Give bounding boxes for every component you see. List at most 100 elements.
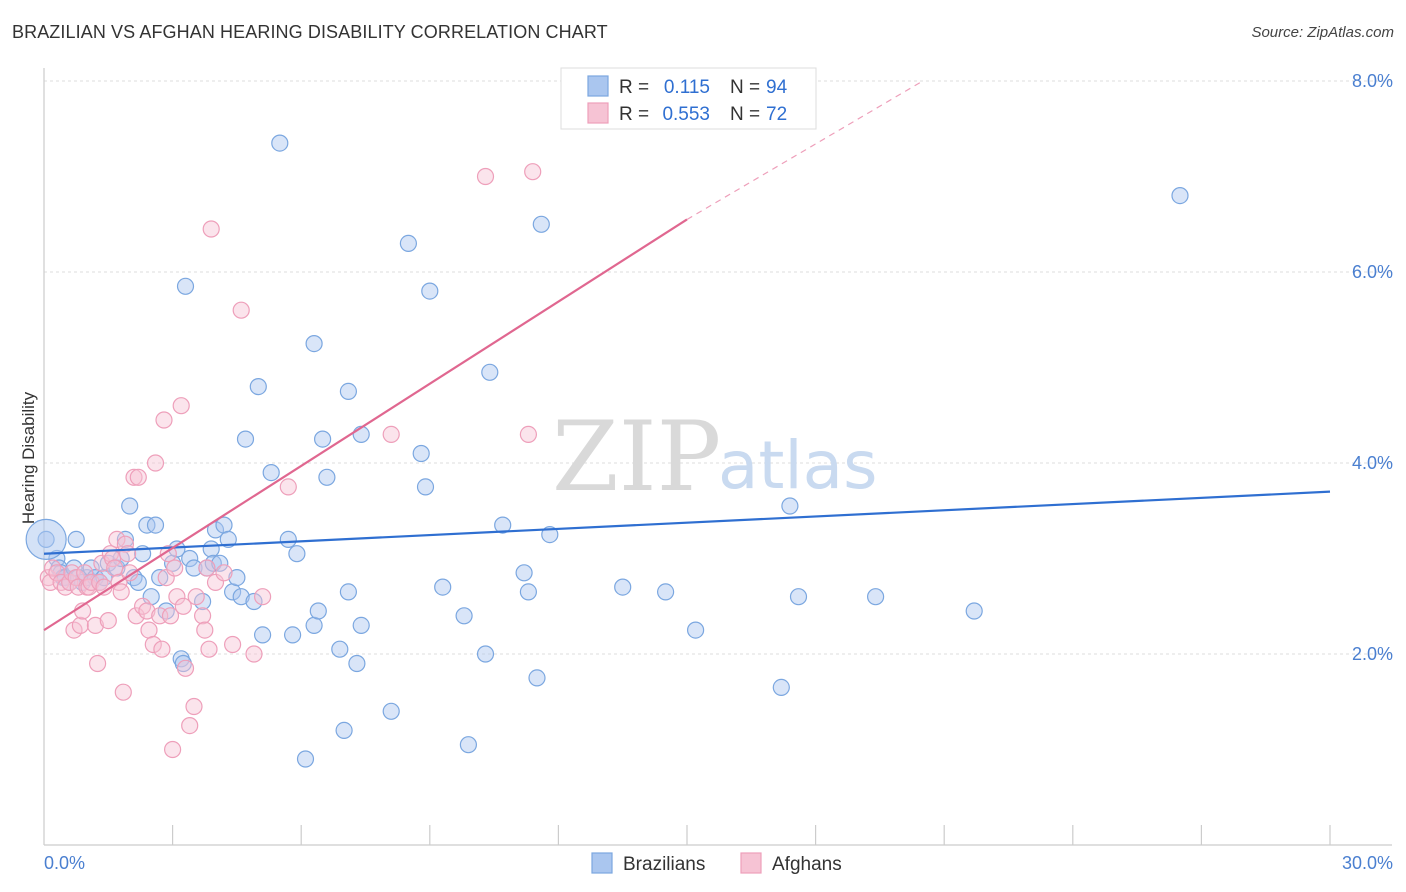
- legend-n-value-2: 72: [766, 104, 787, 125]
- afghan-point: [215, 564, 233, 582]
- brazilian-point: [288, 545, 306, 563]
- afghan-point: [172, 397, 190, 415]
- afghan-point: [118, 545, 137, 563]
- brazilian-point: [352, 616, 370, 635]
- afghan-point: [125, 468, 143, 486]
- afghan-point: [127, 607, 145, 625]
- afghan-point: [144, 635, 162, 654]
- brazilian-point: [185, 559, 203, 577]
- brazilian-point: [121, 497, 139, 515]
- afghan-point: [196, 621, 214, 639]
- afghan-point: [279, 478, 297, 496]
- afghan-point: [106, 559, 124, 577]
- watermark: ZIP atlas: [552, 401, 878, 513]
- afghan-point: [200, 640, 218, 658]
- y-tick-label: 4.0%: [1352, 453, 1393, 473]
- y-axis-label: Hearing Disability: [19, 391, 38, 524]
- watermark-zip: ZIP: [552, 401, 721, 513]
- brazilian-point: [434, 578, 452, 596]
- brazilian-point: [614, 578, 632, 596]
- brazilian-point: [271, 134, 289, 152]
- brazilian-point: [772, 678, 790, 697]
- legend-bottom-swatch-brazilians: [591, 852, 613, 874]
- brazilian-point: [399, 234, 417, 252]
- trend-line-brazilians: [43, 490, 1331, 555]
- afghan-point: [155, 411, 173, 429]
- series-afghans-points: [39, 163, 542, 759]
- brazilian-point: [284, 626, 302, 644]
- legend-bottom-swatch-afghans: [740, 852, 762, 874]
- brazilian-point: [412, 444, 430, 463]
- afghan-point: [114, 683, 132, 701]
- brazilian-point: [318, 468, 336, 486]
- afghan-point: [71, 616, 90, 635]
- afghan-point: [99, 611, 117, 630]
- afghan-point: [166, 559, 184, 577]
- brazilian-point: [348, 654, 366, 673]
- brazilian-point: [382, 702, 400, 720]
- brazilian-point: [515, 564, 533, 582]
- brazilian-point: [866, 588, 885, 606]
- afghan-point: [224, 635, 242, 654]
- brazilian-point: [339, 382, 357, 400]
- series-brazilians-points: [25, 134, 1189, 768]
- afghan-point: [161, 607, 180, 625]
- brazilian-point: [335, 721, 353, 740]
- brazilian-point: [481, 363, 499, 381]
- brazilian-point: [309, 602, 327, 620]
- afghan-point: [86, 616, 105, 635]
- afghan-point: [232, 301, 250, 319]
- afghan-point: [164, 740, 182, 759]
- brazilian-point: [339, 583, 357, 601]
- brazilian-point: [331, 640, 349, 658]
- source-label: Source: ZipAtlas.com: [1251, 24, 1394, 41]
- brazilian-point: [314, 430, 332, 448]
- brazilian-point: [129, 573, 147, 592]
- trend-line-afghans-extension: [686, 80, 924, 220]
- afghan-point: [129, 468, 147, 486]
- afghan-point: [524, 163, 542, 181]
- brazilian-point: [476, 645, 495, 663]
- brazilian-point: [25, 518, 67, 561]
- legend-r-label-2: R =: [619, 104, 649, 125]
- afghan-point: [88, 654, 107, 673]
- legend-stats: R = 0.115 N = 94 R = 0.553 N = 72: [560, 67, 817, 130]
- brazilian-point: [519, 583, 538, 601]
- brazilian-point: [176, 277, 195, 295]
- chart-title: BRAZILIAN VS AFGHAN HEARING DISABILITY C…: [12, 22, 608, 42]
- trend-lines: [43, 80, 1331, 632]
- brazilian-point: [421, 282, 439, 300]
- afghan-point: [176, 659, 195, 677]
- brazilian-point: [279, 530, 297, 549]
- brazilian-point: [211, 554, 229, 572]
- brazilian-point: [459, 736, 477, 754]
- brazilian-point: [151, 568, 169, 587]
- x-tick-label-min: 0.0%: [44, 853, 85, 873]
- afghan-point: [108, 530, 126, 549]
- brazilian-point: [202, 540, 220, 558]
- afghan-point: [153, 640, 171, 658]
- brazilian-point: [1171, 187, 1189, 205]
- afghan-point: [181, 716, 199, 735]
- afghan-point: [168, 588, 186, 606]
- brazilian-point: [262, 464, 280, 482]
- brazilian-point: [416, 478, 435, 496]
- brazilian-point: [181, 549, 199, 568]
- legend-r-label-1: R =: [619, 77, 649, 98]
- legend-r-value-2: 0.553: [662, 104, 710, 125]
- brazilian-point: [686, 621, 705, 639]
- afghan-point: [93, 554, 111, 572]
- brazilian-point: [254, 626, 272, 644]
- brazilian-point: [781, 497, 799, 515]
- brazilian-point: [494, 516, 512, 534]
- afghan-point: [519, 425, 538, 443]
- legend-n-label-1: N =: [730, 77, 760, 98]
- brazilian-point: [965, 602, 983, 620]
- legend-r-value-1: 0.115: [664, 77, 710, 98]
- afghan-point: [112, 583, 130, 601]
- afghan-point: [140, 621, 158, 639]
- afghan-point: [254, 588, 272, 606]
- brazilian-point: [528, 669, 546, 687]
- afghan-point: [159, 545, 177, 563]
